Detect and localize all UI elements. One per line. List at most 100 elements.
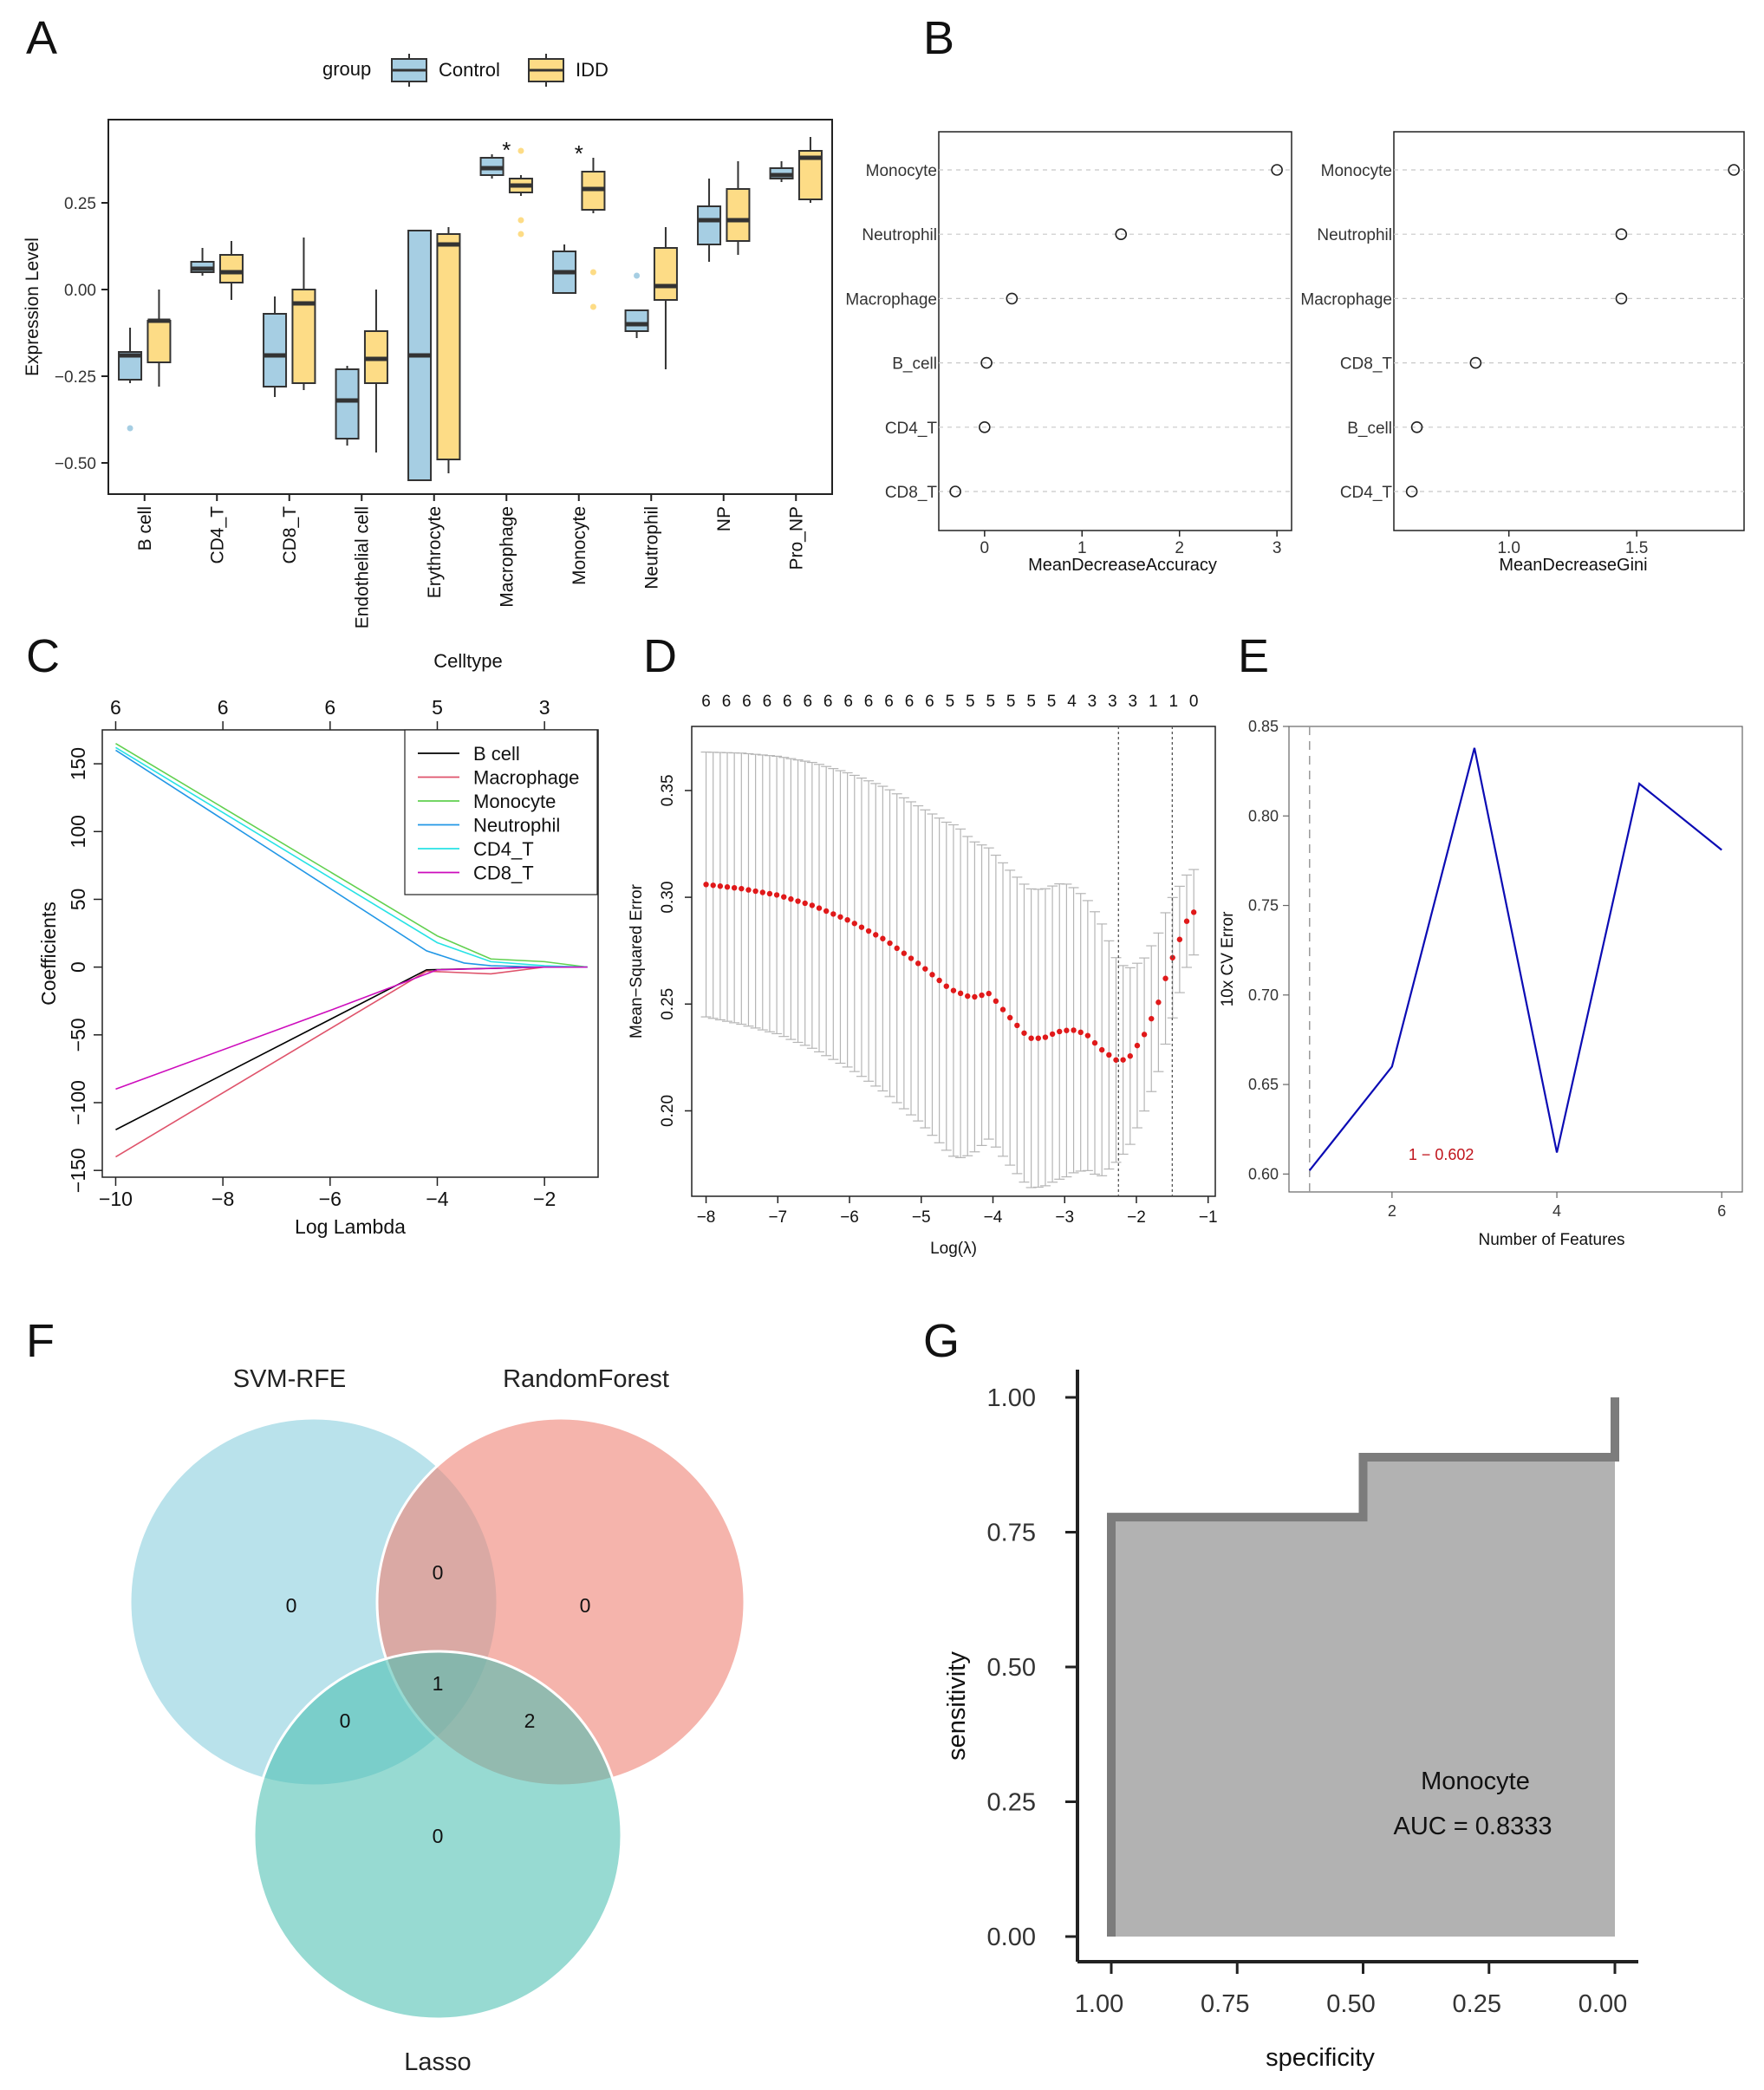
top-count-label: 6: [701, 693, 711, 711]
venn-count-svm-lasso: 0: [340, 1709, 351, 1732]
box-control: [263, 296, 288, 397]
box-body: [726, 188, 751, 242]
box-body: [436, 233, 461, 460]
mse-point: [759, 889, 765, 895]
top-count-label: 4: [1067, 693, 1077, 711]
top-count-label: 5: [1047, 693, 1057, 711]
y-tick-label: 0.25: [987, 1789, 1036, 1817]
mse-point: [887, 940, 893, 947]
mse-point: [795, 898, 801, 904]
x-tick-label: −6: [840, 1208, 859, 1227]
mse-point: [858, 924, 865, 930]
mse-point: [802, 900, 808, 907]
dot-point: [1006, 292, 1019, 305]
category-label: B_cell: [892, 355, 937, 374]
x-axis-label: Log Lambda: [295, 1215, 406, 1238]
mse-point: [837, 914, 843, 920]
category-label: CD4_T: [1340, 484, 1393, 502]
panel-b-importance: Monocyte Neutrophil Macrophage B_cell CD4_T C…: [845, 131, 1745, 575]
x-tick-label: Endothelial cell: [352, 506, 372, 628]
top-count-label: 6: [823, 693, 833, 711]
y-axis-label: Mean−Squared Error: [628, 883, 646, 1038]
best-annotation: 1 − 0.602: [1409, 1146, 1474, 1163]
significance-star: *: [502, 137, 511, 163]
venn-count-rf-only: 0: [580, 1594, 591, 1617]
top-count-label: 6: [925, 693, 934, 711]
box-outlier: [589, 269, 596, 276]
y-tick-label: 0: [67, 961, 89, 973]
coef-path-monocyte: [115, 742, 588, 968]
box-idd: [726, 161, 751, 255]
venn-count-svm-rf: 0: [433, 1561, 444, 1584]
mse-point: [823, 908, 830, 915]
top-count-label: 1: [1149, 693, 1158, 711]
mse-point: [1021, 1030, 1027, 1036]
dot-point: [1615, 292, 1628, 305]
x-tick-label: −2: [533, 1188, 556, 1210]
top-count-label: 6: [905, 693, 915, 711]
roc-label: Monocyte: [1421, 1768, 1530, 1795]
y-tick-label: −100: [67, 1080, 89, 1125]
box-body: [697, 205, 722, 245]
panel-d-cv-mse: −8 −7 −6 −5 −4 −3 −2 −10.200.250.300.356 6 6 6 6 6 6 6…: [628, 693, 1218, 1258]
dotchart-gini: Monocyte Neutrophil Macrophage CD8_T B_cell C…: [1300, 131, 1745, 575]
top-tick-label: 5: [432, 696, 443, 719]
significance-star: *: [575, 140, 583, 166]
venn-count-rf-lasso: 2: [524, 1709, 536, 1732]
mse-point: [1035, 1035, 1041, 1041]
auc-area: [1111, 1397, 1615, 1937]
y-axis-label: sensitivity: [943, 1651, 971, 1761]
y-tick-label: 1.00: [987, 1384, 1036, 1412]
x-tick-label: −2: [1127, 1208, 1146, 1227]
box-idd: [436, 227, 461, 473]
mse-point: [1014, 1022, 1020, 1029]
mse-point: [993, 998, 999, 1005]
top-count-label: 6: [803, 693, 812, 711]
mse-point: [972, 993, 978, 1000]
dot-point: [1405, 485, 1418, 498]
legend-label-idd: IDD: [576, 59, 609, 81]
mse-point: [965, 993, 971, 999]
venn-set-label-randomforest: RandomForest: [503, 1365, 669, 1393]
top-count-label: 0: [1189, 693, 1199, 711]
mse-point: [986, 990, 992, 997]
x-axis-label: Log(λ): [930, 1240, 977, 1258]
mse-point: [950, 987, 957, 993]
box-outlier: [517, 147, 524, 154]
mse-point: [1149, 1015, 1155, 1022]
mse-point: [851, 921, 857, 927]
dot-point: [1271, 164, 1283, 176]
box-control: [118, 328, 143, 432]
box-idd: [146, 290, 172, 387]
x-axis-label: MeanDecreaseAccuracy: [1028, 556, 1217, 575]
panel-c-coefficients: −10 −8 −6 −4 −2 6 6 6 5 3 −150 −100 −50 0 50 100 150 Log …: [37, 696, 599, 1238]
x-tick-label: −8: [697, 1208, 716, 1227]
y-tick-label: 0.65: [1248, 1076, 1279, 1093]
top-count-label: 6: [722, 693, 732, 711]
x-tick-label: B cell: [135, 506, 155, 550]
mse-point: [894, 945, 900, 952]
x-tick-label: Macrophage: [497, 506, 517, 608]
x-tick-label: −10: [99, 1188, 133, 1210]
panel-g-roc: 0.00 0.25 0.50 0.75 1.00 1.00 0.75 0.50 0.25 0.00…: [943, 1370, 1638, 2072]
x-tick-label: 2: [1175, 539, 1184, 557]
mse-point: [809, 902, 816, 908]
x-tick-label: CD8_T: [280, 506, 300, 564]
mse-point: [816, 905, 823, 911]
mse-point: [922, 966, 928, 972]
mse-point: [781, 894, 787, 900]
x-tick-label: 3: [1273, 539, 1282, 557]
box-outlier: [517, 217, 524, 224]
x-tick-label: −7: [768, 1208, 787, 1227]
box-idd: [508, 147, 533, 238]
category-label: CD8_T: [1340, 355, 1393, 374]
mse-point: [1006, 1014, 1013, 1021]
box-outlier: [634, 272, 641, 279]
panel-f-venn: SVM-RFE RandomForest Lasso 0 0 0 0 0 2 1: [128, 1365, 746, 2076]
x-tick-label: −3: [1055, 1208, 1074, 1227]
y-tick-label: −50: [67, 1018, 89, 1052]
dotchart-accuracy: Monocyte Neutrophil Macrophage B_cell CD4_T C…: [845, 131, 1292, 575]
dot-point: [1469, 356, 1482, 369]
mse-point: [1091, 1039, 1098, 1046]
y-tick-label: 0.25: [659, 988, 677, 1020]
